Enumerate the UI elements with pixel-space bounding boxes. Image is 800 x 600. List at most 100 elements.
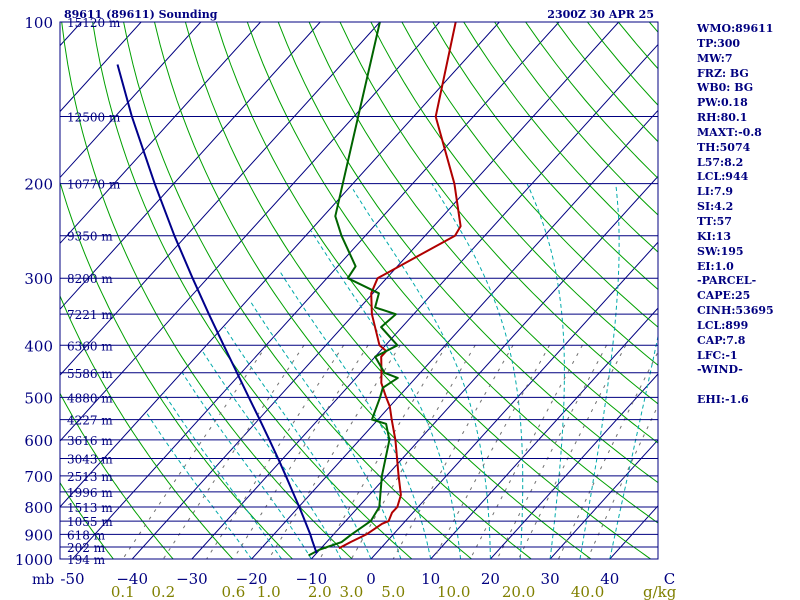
isotherm-line bbox=[131, 22, 620, 559]
mixing-ratio-tick-label: 1.0 bbox=[257, 583, 281, 600]
temperature-tick-label: −20 bbox=[236, 570, 268, 588]
pressure-tick-label: 100 bbox=[24, 14, 53, 32]
valid-time: 2300Z 30 APR 25 bbox=[547, 8, 654, 21]
moist-adiabat bbox=[310, 230, 462, 559]
temperature-tick-label: 40 bbox=[600, 570, 619, 588]
isotherm-line bbox=[60, 22, 202, 178]
pressure-tick-label: 900 bbox=[24, 526, 53, 544]
height-label: 1055 m bbox=[67, 515, 113, 529]
pressure-tick-label: 1000 bbox=[15, 551, 53, 569]
height-label: 618 m bbox=[67, 528, 106, 542]
axis-labels: 15120 m 12500 m 10770 m 9350 m 8200 m 7221 m 6… bbox=[15, 14, 675, 600]
dry-adiabat bbox=[463, 22, 658, 253]
index-line: LCL:899 bbox=[697, 318, 749, 332]
index-line: LCL:944 bbox=[697, 170, 749, 184]
profile-lines bbox=[116, 22, 462, 557]
index-line: TH:5074 bbox=[697, 140, 751, 154]
pressure-tick-label: 500 bbox=[24, 389, 53, 407]
height-label: 202 m bbox=[67, 541, 106, 555]
isotherm-line bbox=[549, 439, 658, 559]
index-line: TP:300 bbox=[697, 36, 741, 50]
height-label: 3616 m bbox=[67, 434, 113, 448]
temperature-tick-label: −30 bbox=[176, 570, 208, 588]
moist-adiabat bbox=[249, 300, 402, 559]
height-label: 2513 m bbox=[67, 470, 113, 484]
height-label: 5586 m bbox=[67, 367, 113, 381]
temperature-tick-label: 30 bbox=[541, 570, 560, 588]
pressure-unit-label: mb bbox=[32, 572, 54, 588]
index-line: MW:7 bbox=[697, 51, 733, 65]
height-label: 12500 m bbox=[67, 111, 121, 125]
mixing-ratio-tick-label: 20.0 bbox=[502, 583, 535, 600]
pressure-tick-label: 700 bbox=[24, 468, 53, 486]
parcel-line bbox=[116, 64, 318, 554]
index-line: CINH:53695 bbox=[697, 304, 774, 318]
dry-adiabat bbox=[370, 22, 658, 366]
temperature-tick-label: 0 bbox=[366, 570, 376, 588]
mixing-ratio-tick-label: 0.6 bbox=[221, 583, 245, 600]
mixing-ratio-tick-label: 5.0 bbox=[381, 583, 405, 600]
height-label: 4227 m bbox=[67, 414, 113, 428]
dry-adiabat bbox=[92, 22, 413, 559]
dry-adiabat bbox=[277, 22, 658, 484]
dry-adiabat bbox=[215, 22, 652, 559]
height-label: 4880 m bbox=[67, 391, 113, 405]
index-line: CAP:7.8 bbox=[697, 333, 746, 347]
mixing-ratio-unit-label: g/kg bbox=[643, 583, 677, 600]
height-label: 10770 m bbox=[67, 178, 121, 192]
index-line: LI:7.9 bbox=[697, 185, 734, 199]
temperature-tick-label: −40 bbox=[116, 570, 148, 588]
isotherm-line bbox=[60, 22, 261, 244]
index-line: -WIND- bbox=[697, 363, 743, 377]
index-line: EHI:-1.6 bbox=[697, 393, 749, 407]
isotherm-line bbox=[251, 110, 658, 559]
index-line: WB0: BG bbox=[697, 81, 754, 95]
temperature-tick-label: C bbox=[664, 570, 675, 588]
dry-adiabat bbox=[60, 481, 115, 559]
dry-adiabat bbox=[123, 22, 473, 559]
index-line: PW:0.18 bbox=[697, 96, 748, 110]
chart-header: 89611 (89611) Sounding 2300Z 30 APR 25 bbox=[64, 8, 654, 21]
mixing-ratio-tick-label: 10.0 bbox=[437, 583, 470, 600]
isotherm-line bbox=[60, 22, 321, 310]
mixing-ratio-tick-label: 3.0 bbox=[339, 583, 363, 600]
temperature-tick-label: −10 bbox=[295, 570, 327, 588]
height-label: 7221 m bbox=[67, 308, 113, 322]
index-line: TT:57 bbox=[697, 214, 732, 228]
height-label: 9350 m bbox=[67, 230, 113, 244]
dry-adiabat bbox=[339, 22, 658, 405]
mixing-ratio-tick-label: 0.1 bbox=[111, 583, 135, 600]
index-line: FRZ: BG bbox=[697, 66, 749, 80]
mixing-ratio-tick-label: 0.2 bbox=[151, 583, 175, 600]
isotherm-line bbox=[370, 241, 658, 559]
isotherm-line bbox=[609, 505, 658, 559]
index-line: MAXT:-0.8 bbox=[697, 125, 762, 139]
dry-adiabat bbox=[154, 22, 533, 559]
isotherm-line bbox=[490, 373, 658, 559]
height-label: 194 m bbox=[67, 553, 106, 567]
index-line: EI:1.0 bbox=[697, 259, 734, 273]
moist-adiabat bbox=[146, 412, 253, 559]
height-label: 15120 m bbox=[67, 16, 121, 30]
index-line: -PARCEL- bbox=[697, 274, 757, 288]
dry-adiabat bbox=[308, 22, 658, 444]
dry-adiabat bbox=[60, 294, 234, 559]
pressure-tick-label: 400 bbox=[24, 337, 53, 355]
index-line: WMO:89611 bbox=[697, 22, 774, 35]
isotherm-line bbox=[310, 175, 658, 559]
sounding-indices-panel: WMO:89611 TP:300 MW:7 FRZ: BG WB0: BG PW:0.18… bbox=[697, 22, 797, 408]
pressure-tick-label: 800 bbox=[24, 499, 53, 517]
dewpoint-line bbox=[308, 22, 399, 557]
temperature-tick-label: -50 bbox=[60, 570, 84, 588]
index-line: CAPE:25 bbox=[697, 289, 751, 303]
height-label: 3043 m bbox=[67, 453, 113, 467]
index-line: SW:195 bbox=[697, 244, 744, 258]
dry-adiabat bbox=[401, 22, 658, 328]
dry-adiabat bbox=[60, 180, 294, 559]
pressure-tick-label: 200 bbox=[24, 176, 53, 194]
height-label: 1513 m bbox=[67, 501, 113, 515]
temperature-tick-label: 10 bbox=[421, 570, 440, 588]
isotherm-line bbox=[60, 22, 82, 46]
